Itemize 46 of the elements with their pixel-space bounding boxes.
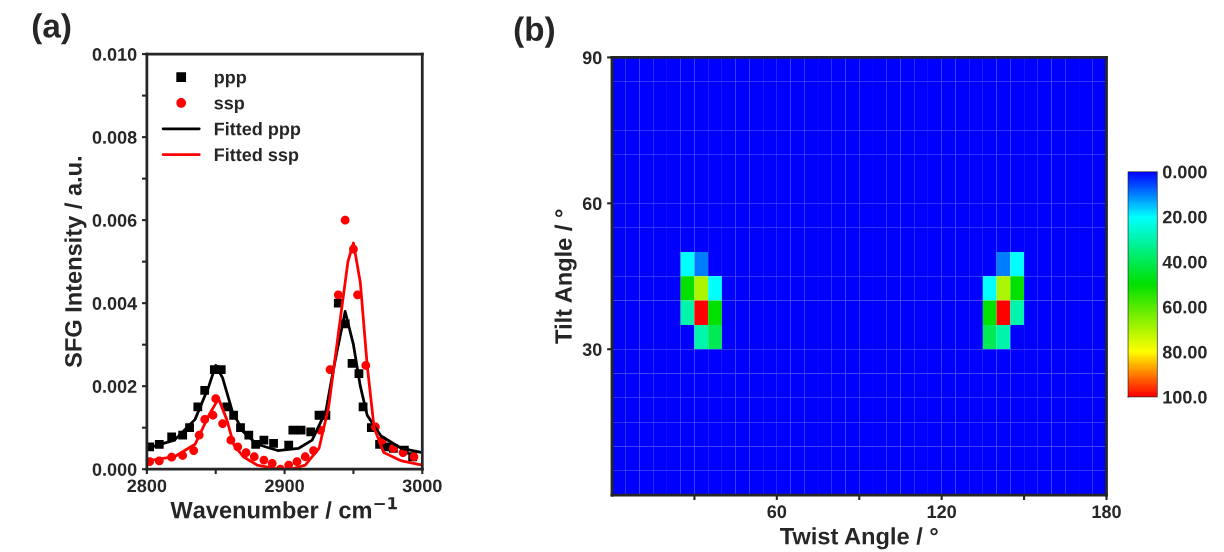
point xyxy=(292,457,302,467)
x-tick-label: 2900 xyxy=(265,479,304,493)
y-tick-label: 0.000 xyxy=(92,463,137,476)
y-tick-label: 0.004 xyxy=(92,297,138,310)
x-tick-label: 3000 xyxy=(402,479,442,493)
y-tick-label: 30 xyxy=(582,343,602,356)
legend-label: Fitted ppp xyxy=(214,122,301,139)
y-tick-label: 0.002 xyxy=(92,380,137,393)
color-bar-label: 60.00 xyxy=(1162,300,1207,314)
point xyxy=(296,425,306,435)
y-tick-label: 0.008 xyxy=(92,131,137,144)
x-tick-label: 120 xyxy=(927,505,956,519)
point xyxy=(340,215,350,225)
chart-title: (b) xyxy=(514,16,555,48)
y-tick-label: 0.006 xyxy=(92,214,137,227)
y-tick-label: 0.010 xyxy=(92,48,137,61)
point xyxy=(249,452,259,462)
point xyxy=(333,290,343,300)
chart-title: (a) xyxy=(32,13,71,45)
color-bar-label: 20.00 xyxy=(1162,210,1207,224)
legend-label: ssp xyxy=(214,99,245,114)
legend-label: Fitted ssp xyxy=(214,147,299,165)
point xyxy=(300,452,310,462)
y-axis-title: Tilt Angle / ° xyxy=(554,209,577,344)
point xyxy=(241,448,251,457)
legend-label: ppp xyxy=(214,73,247,88)
point xyxy=(267,459,277,468)
x-axis-title: Wavenumber / cm$^{−1}$ xyxy=(170,497,397,519)
y-tick-label: 60 xyxy=(582,197,602,211)
point xyxy=(259,435,269,445)
point xyxy=(259,455,269,465)
color-bar-label: 100.0 xyxy=(1163,390,1207,404)
x-tick-label: 2800 xyxy=(127,479,167,493)
x-tick-label: 180 xyxy=(1092,505,1121,519)
y-tick-label: 90 xyxy=(582,51,602,65)
x-axis-title: Twist Angle / ° xyxy=(780,527,938,550)
point xyxy=(189,446,199,455)
y-axis-title: SFG Intensity / a.u. xyxy=(64,157,87,368)
x-tick-label: 60 xyxy=(767,505,787,519)
color-bar-label: 0.000 xyxy=(1162,165,1207,179)
point xyxy=(306,427,316,437)
color-bar-label: 80.00 xyxy=(1162,345,1207,359)
point xyxy=(218,419,228,428)
color-bar-label: 40.00 xyxy=(1162,255,1207,269)
point xyxy=(288,425,298,435)
point xyxy=(269,439,278,448)
